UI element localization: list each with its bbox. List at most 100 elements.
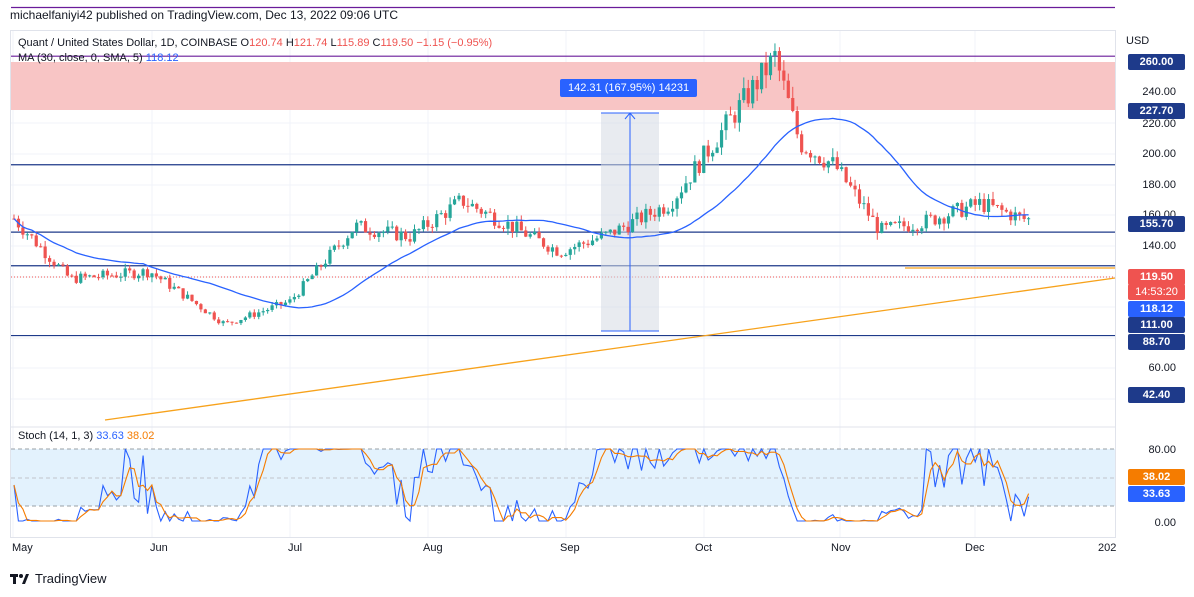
candle-body bbox=[141, 269, 145, 276]
candle-body bbox=[266, 309, 270, 312]
candle-body bbox=[230, 321, 234, 323]
close-label: C bbox=[372, 37, 381, 49]
candlesticks bbox=[12, 43, 1031, 327]
candle-body bbox=[328, 249, 332, 264]
candle-body bbox=[83, 273, 87, 277]
candle-body bbox=[942, 218, 946, 224]
candle-body bbox=[279, 302, 283, 306]
candle-body bbox=[519, 221, 523, 231]
candle-body bbox=[510, 221, 514, 233]
measure-arrowhead bbox=[624, 112, 636, 120]
candle-body bbox=[101, 270, 105, 278]
candle-body bbox=[52, 261, 56, 266]
candle-body bbox=[582, 242, 586, 244]
candle-body bbox=[835, 157, 839, 170]
candle-body bbox=[586, 243, 590, 246]
candle-body bbox=[946, 216, 951, 224]
candle-body bbox=[755, 79, 759, 90]
candle-body bbox=[412, 229, 417, 242]
x-tick-jun: Jun bbox=[150, 542, 168, 554]
candle-body bbox=[595, 238, 599, 241]
candle-body bbox=[1018, 212, 1022, 215]
candle-body bbox=[159, 276, 163, 280]
candle-body bbox=[537, 231, 541, 239]
candle-body bbox=[368, 232, 372, 235]
tradingview-logo-icon bbox=[10, 573, 29, 584]
candle-body bbox=[177, 286, 181, 289]
candle-body bbox=[457, 195, 461, 200]
candle-body bbox=[421, 220, 425, 230]
candle-body bbox=[800, 134, 804, 153]
candle-body bbox=[399, 231, 403, 241]
low-label: L bbox=[330, 37, 337, 49]
candle-body bbox=[973, 199, 977, 205]
publisher-line: michaelfaniyi42 published on TradingView… bbox=[10, 8, 399, 22]
candle-body bbox=[911, 229, 915, 232]
stoch-label: Stoch (14, 1, 3) bbox=[18, 430, 94, 442]
axis-tick: 180.00 bbox=[1142, 179, 1176, 191]
chart-frame bbox=[10, 30, 1116, 538]
candle-body bbox=[622, 225, 626, 227]
candle-body bbox=[92, 275, 96, 278]
candle-body bbox=[74, 275, 78, 283]
candle-body bbox=[390, 226, 394, 228]
candle-body bbox=[849, 182, 853, 186]
candle-body bbox=[70, 275, 74, 277]
candle-body bbox=[817, 156, 822, 163]
candle-body bbox=[541, 238, 546, 247]
candle-body bbox=[88, 275, 92, 277]
candle-body bbox=[746, 88, 750, 104]
candle-body bbox=[573, 246, 577, 250]
candle-body bbox=[617, 225, 621, 235]
candle-body bbox=[662, 207, 666, 214]
candle-body bbox=[119, 276, 123, 278]
candle-body bbox=[857, 189, 862, 204]
candle-body bbox=[377, 233, 381, 238]
x-tick-sep: Sep bbox=[560, 542, 580, 554]
brand-name: TradingView bbox=[35, 571, 107, 586]
candle-body bbox=[550, 247, 555, 252]
candle-body bbox=[426, 220, 430, 227]
candle-body bbox=[297, 295, 301, 297]
candle-body bbox=[123, 268, 127, 277]
candle-body bbox=[163, 277, 167, 280]
brand[interactable]: TradingView bbox=[10, 571, 107, 586]
axis-tick: 220.00 bbox=[1142, 118, 1176, 130]
candle-body bbox=[933, 215, 937, 225]
high-value: 121.74 bbox=[293, 37, 328, 49]
candle-body bbox=[671, 208, 675, 212]
axis-tick: 240.00 bbox=[1142, 86, 1176, 98]
stoch-axis-tick: 0.00 bbox=[1154, 517, 1176, 529]
candle-body bbox=[804, 152, 808, 154]
candle-body bbox=[190, 294, 194, 301]
candle-body bbox=[1000, 205, 1004, 210]
candle-body bbox=[448, 204, 452, 218]
candle-body bbox=[56, 264, 61, 266]
ma-tag: 118.12 bbox=[1128, 301, 1185, 317]
candle-body bbox=[840, 167, 844, 170]
candle-body bbox=[853, 185, 857, 190]
candle-body bbox=[808, 152, 813, 158]
candle-body bbox=[978, 198, 982, 205]
candle-body bbox=[866, 203, 870, 216]
candle-body bbox=[590, 240, 595, 246]
candle-body bbox=[733, 115, 737, 123]
stoch-d-tag: 38.02 bbox=[1128, 469, 1185, 485]
axis-tick: 200.00 bbox=[1142, 148, 1176, 160]
candle-body bbox=[470, 203, 474, 207]
candle-body bbox=[350, 231, 354, 239]
candle-body bbox=[346, 238, 350, 246]
candle-body bbox=[604, 231, 608, 233]
candle-body bbox=[599, 232, 603, 239]
candle-body bbox=[128, 268, 132, 271]
candle-body bbox=[185, 294, 190, 299]
candle-body bbox=[430, 226, 434, 228]
candle-body bbox=[25, 234, 29, 236]
candle-body bbox=[359, 221, 363, 223]
candle-body bbox=[613, 229, 617, 235]
candle-body bbox=[706, 145, 710, 157]
candle-body bbox=[132, 270, 136, 279]
x-tick-may: May bbox=[12, 542, 33, 554]
candle-body bbox=[145, 269, 150, 278]
